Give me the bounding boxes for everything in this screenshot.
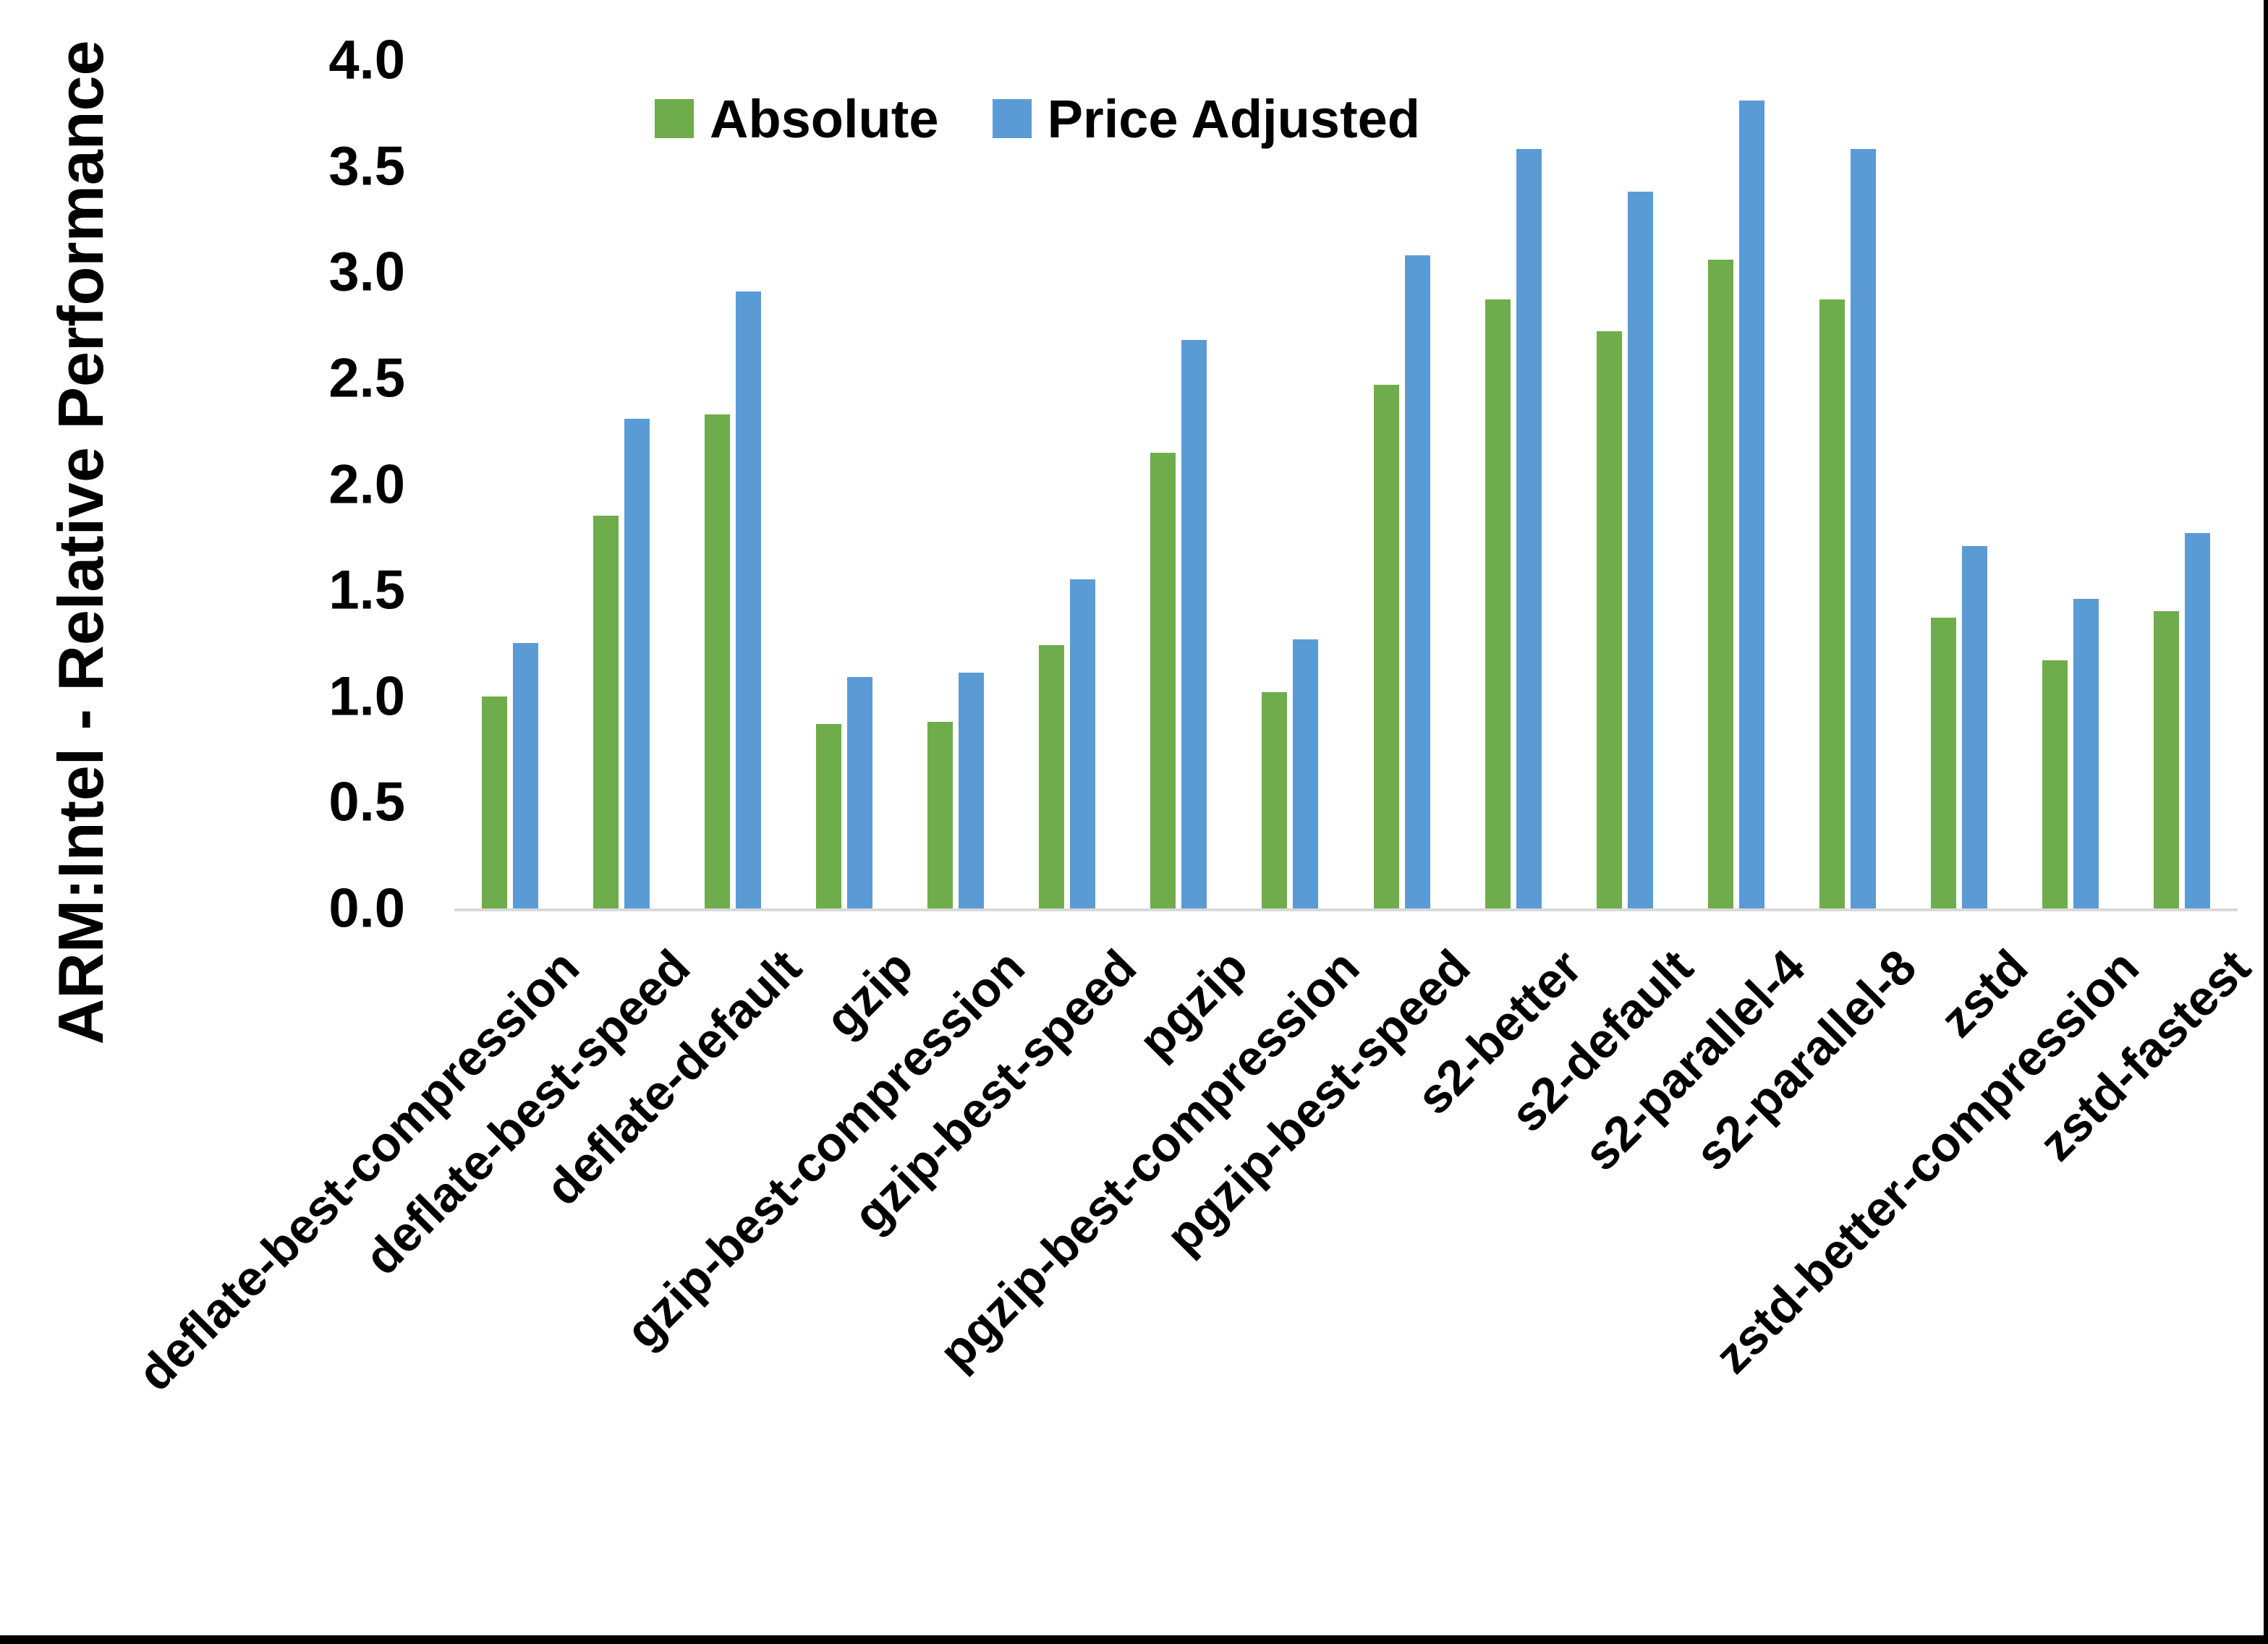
y-tick-label: 3.0 <box>328 241 405 303</box>
bar-price-adjusted <box>1070 579 1096 908</box>
bar-price-adjusted <box>2073 598 2099 908</box>
bar-price-adjusted <box>1404 255 1430 908</box>
x-axis-line <box>454 908 2238 911</box>
bar-price-adjusted <box>1738 100 1764 908</box>
bar-price-adjusted <box>959 673 985 908</box>
bar-absolute <box>1819 299 1845 908</box>
bar-absolute <box>593 516 619 908</box>
bar-absolute <box>1373 384 1399 908</box>
legend-swatch-price-adjusted <box>992 99 1032 138</box>
bar-absolute <box>2042 660 2068 908</box>
x-tick-label: deflate-best-compression <box>127 939 590 1402</box>
y-tick-label: 2.5 <box>328 347 405 409</box>
legend-item-price-adjusted: Price Adjusted <box>992 88 1420 150</box>
bar-absolute <box>705 414 731 908</box>
window-border-right <box>2264 0 2268 1644</box>
bar-absolute <box>816 723 842 908</box>
bar-price-adjusted <box>513 643 539 908</box>
bar-price-adjusted <box>1181 340 1207 908</box>
bar-price-adjusted <box>1850 149 1876 908</box>
bar-price-adjusted <box>2184 532 2210 908</box>
bar-absolute <box>1930 618 1956 908</box>
y-tick-label: 1.0 <box>328 665 405 728</box>
y-tick-label: 2.0 <box>328 453 405 515</box>
legend-label-price-adjusted: Price Adjusted <box>1047 88 1420 149</box>
bar-price-adjusted <box>736 291 762 908</box>
y-tick-label: 4.0 <box>328 29 405 91</box>
bar-absolute <box>482 696 508 908</box>
y-tick-label: 0.0 <box>328 877 405 940</box>
y-tick-label: 0.5 <box>328 771 405 833</box>
y-tick-label: 1.5 <box>328 559 405 621</box>
bar-price-adjusted <box>1516 149 1542 908</box>
bar-absolute <box>1707 259 1733 908</box>
legend-item-absolute: Absolute <box>655 88 939 150</box>
bar-absolute <box>1150 452 1176 908</box>
legend-swatch-absolute <box>655 99 694 138</box>
bar-price-adjusted <box>624 418 650 908</box>
bar-absolute <box>1039 645 1065 908</box>
bar-absolute <box>1596 331 1622 908</box>
window-border-bottom <box>0 1635 2268 1644</box>
legend-label-absolute: Absolute <box>710 88 939 149</box>
bar-price-adjusted <box>847 677 873 908</box>
bar-absolute <box>1485 299 1511 908</box>
bar-price-adjusted <box>1293 639 1319 908</box>
bar-price-adjusted <box>1961 545 1987 908</box>
y-tick-label: 3.5 <box>328 135 405 197</box>
legend: Absolute Price Adjusted <box>655 85 1420 152</box>
bar-absolute <box>1262 691 1288 908</box>
bar-absolute <box>927 721 954 908</box>
bar-absolute <box>2153 611 2179 908</box>
bar-price-adjusted <box>1627 191 1653 908</box>
